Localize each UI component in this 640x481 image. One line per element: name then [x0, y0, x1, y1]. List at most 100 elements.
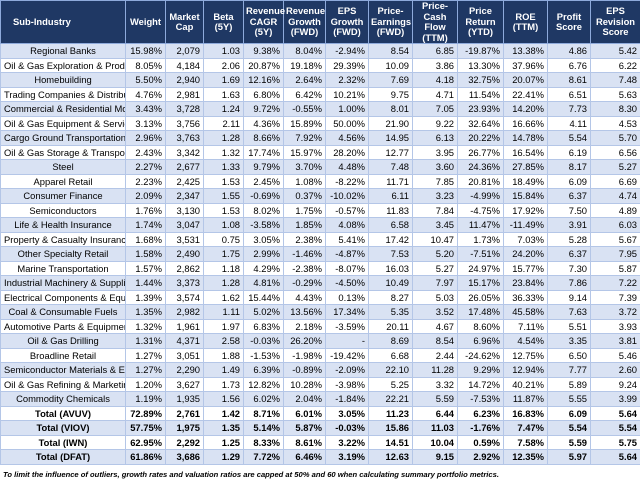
table-cell: 7.05: [412, 101, 458, 117]
table-cell: 7.86: [547, 275, 591, 291]
table-cell: 23.84%: [503, 275, 548, 291]
table-cell: 22.21: [368, 391, 413, 407]
table-cell: 2,290: [165, 362, 204, 378]
table-cell: 24.36%: [457, 159, 504, 175]
table-row: Broadline Retail 1.27% 3,051 1.88 -1.53% -1.9…: [0, 347, 640, 363]
table-cell: 15.44%: [243, 289, 284, 305]
table-cell: 2.64%: [283, 72, 326, 88]
table-cell: 2.58: [203, 333, 244, 349]
table-cell: -4.99%: [457, 188, 504, 204]
table-cell: 1.31%: [125, 333, 166, 349]
table-cell: -7.53%: [457, 391, 504, 407]
table-cell: 20.11: [368, 318, 413, 334]
table-cell: 8.54: [368, 43, 413, 59]
table-cell: 10.28%: [283, 376, 326, 392]
table-cell: 1.00%: [325, 101, 369, 117]
table-cell: 5.25: [368, 376, 413, 392]
table-cell: 1.74%: [125, 217, 166, 233]
table-cell: 15.77%: [503, 260, 548, 276]
table-cell: 2.04%: [283, 391, 326, 407]
table-row: Electrical Components & Equipment1.39%3,…: [0, 289, 640, 305]
total-row: Total (DFAT) 61.86% 3,686 1.29 7.72% 6.46% 3.1…: [0, 449, 640, 465]
table-cell: 11.54%: [457, 86, 504, 102]
table-cell: 1,961: [165, 318, 204, 334]
table-cell: 2.27%: [125, 159, 166, 175]
row-label: Trading Companies & Distributors: [0, 86, 126, 102]
table-cell: 2.99%: [243, 246, 284, 262]
table-cell: 20.22%: [457, 130, 504, 146]
table-cell: -8.07%: [325, 260, 369, 276]
table-cell: -4.87%: [325, 246, 369, 262]
table-cell: 12.94%: [503, 362, 548, 378]
table-cell: 2,292: [165, 434, 204, 450]
table-cell: 5.35: [368, 304, 413, 320]
table-cell: 7.97: [412, 275, 458, 291]
table-cell: 8.33%: [243, 434, 284, 450]
table-cell: 1.27%: [125, 362, 166, 378]
table-cell: 11.23: [368, 405, 413, 421]
table-cell: 4.81%: [243, 275, 284, 291]
table-cell: 32.64%: [457, 115, 504, 131]
table-cell: 1.27%: [125, 347, 166, 363]
row-label: Apparel Retail: [0, 173, 126, 189]
table-cell: 4.89: [590, 202, 640, 218]
table-cell: 5.59: [547, 434, 591, 450]
table-cell: 1.42: [203, 405, 244, 421]
table-cell: 1.35%: [125, 304, 166, 320]
table-cell: 3.52: [412, 304, 458, 320]
table-cell: 5.54: [547, 130, 591, 146]
table-cell: 18.49%: [503, 173, 548, 189]
table-row: Oil & Gas Drilling 1.31% 4,371 2.58 -0.03% 26…: [0, 333, 640, 349]
row-label: Marine Transportation: [0, 260, 126, 276]
table-cell: 5.89: [547, 376, 591, 392]
table-cell: 10.04: [412, 434, 458, 450]
table-cell: 6.19: [547, 144, 591, 160]
table-cell: 5.50%: [125, 72, 166, 88]
row-label: Oil & Gas Exploration & Production: [0, 57, 126, 73]
table-cell: 3.43%: [125, 101, 166, 117]
table-cell: 1.53: [203, 202, 244, 218]
table-cell: 6.39%: [243, 362, 284, 378]
table-cell: 7.85: [412, 173, 458, 189]
table-cell: 40.21%: [503, 376, 548, 392]
table-cell: -0.03%: [325, 420, 369, 436]
table-cell: 8.05%: [125, 57, 166, 73]
table-cell: 7.22: [590, 275, 640, 291]
table-cell: 4,371: [165, 333, 204, 349]
column-header: EPS Revision Score: [590, 0, 640, 44]
row-label: Oil & Gas Equipment & Services: [0, 115, 126, 131]
table-cell: 8.71%: [243, 405, 284, 421]
table-cell: 72.89%: [125, 405, 166, 421]
table-cell: 2.11: [203, 115, 244, 131]
table-cell: 4.54%: [503, 333, 548, 349]
table-cell: 5.59: [412, 391, 458, 407]
table-cell: 6.03: [590, 217, 640, 233]
table-cell: 1.63: [203, 86, 244, 102]
table-cell: 7.48: [590, 72, 640, 88]
table-row: Industrial Machinery & Supplies 1.44% 3,37…: [0, 275, 640, 291]
table-cell: 1.57%: [125, 260, 166, 276]
table-cell: 6.09: [547, 173, 591, 189]
table-cell: 9.14: [547, 289, 591, 305]
table-cell: 16.03: [368, 260, 413, 276]
row-label: Steel: [0, 159, 126, 175]
table-cell: 36.33%: [503, 289, 548, 305]
table-cell: 32.75%: [457, 72, 504, 88]
table-cell: 1.18: [203, 260, 244, 276]
table-cell: 6.69: [590, 173, 640, 189]
table-cell: 3.22%: [325, 434, 369, 450]
table-cell: 7.53: [368, 246, 413, 262]
table-cell: 8.66%: [243, 130, 284, 146]
table-cell: 3,051: [165, 347, 204, 363]
table-cell: 5.27: [412, 260, 458, 276]
table-cell: 0.13%: [325, 289, 369, 305]
table-cell: 4.48%: [325, 159, 369, 175]
table-cell: 57.75%: [125, 420, 166, 436]
table-row: Consumer Finance 2.09% 2,347 1.55 -0.69% 0.37…: [0, 188, 640, 204]
table-row: Oil & Gas Equipment & Services 3.13% 3,756…: [0, 115, 640, 131]
table-cell: 11.83: [368, 202, 413, 218]
table-cell: 10.49: [368, 275, 413, 291]
table-cell: 1.28: [203, 275, 244, 291]
table-cell: 20.87%: [243, 57, 284, 73]
table-cell: 5.14%: [243, 420, 284, 436]
